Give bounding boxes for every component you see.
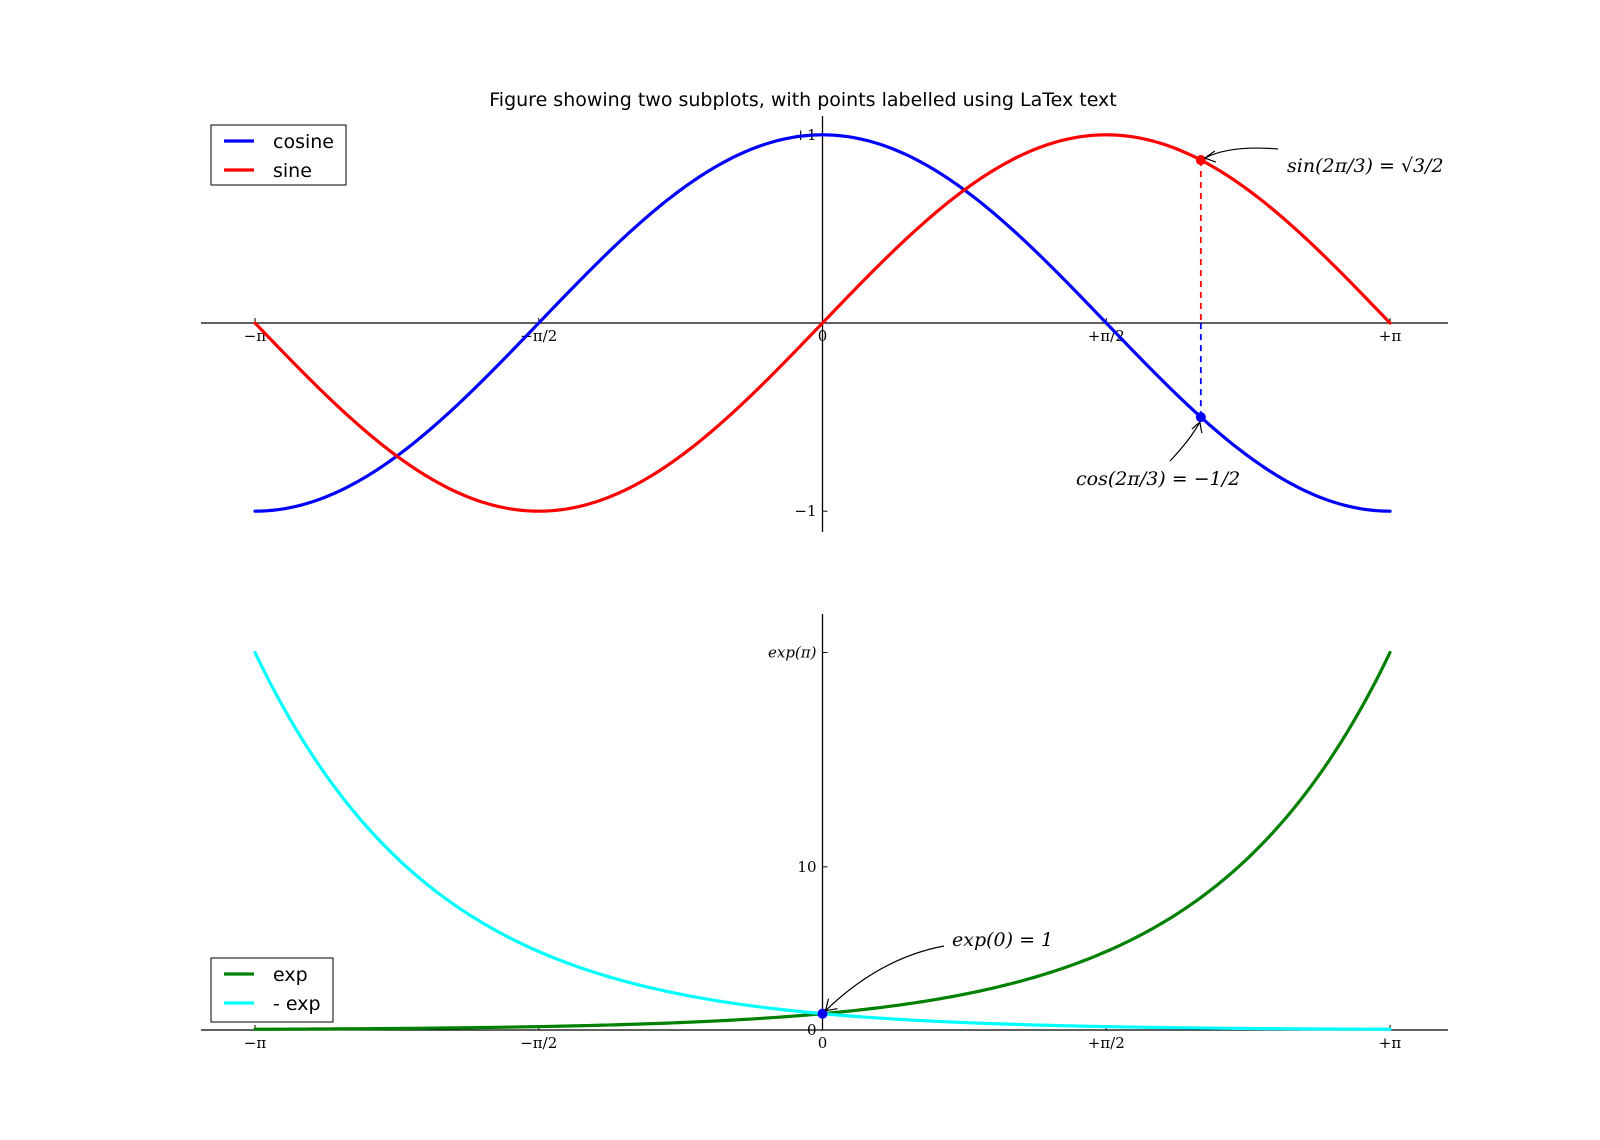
x-tick-label: +π bbox=[1379, 1034, 1402, 1052]
exp-arrowhead bbox=[824, 998, 838, 1012]
legend-label: cosine bbox=[273, 131, 334, 153]
cosine-point bbox=[1195, 412, 1206, 423]
exp-annotation-arrow bbox=[825, 945, 945, 1012]
y-tick-label: exp(π) bbox=[768, 643, 817, 661]
y-tick-label: 10 bbox=[797, 858, 816, 876]
x-tick-label: −π bbox=[244, 327, 267, 345]
x-tick-label: −π bbox=[244, 1034, 267, 1052]
sine-arrowhead bbox=[1203, 150, 1217, 163]
exp-annotation-label: exp(0) = 1 bbox=[952, 929, 1053, 951]
legend-label: - exp bbox=[273, 993, 321, 1015]
sine-annotation-label: sin(2π/3) = √3/2 bbox=[1287, 155, 1444, 177]
legend-box bbox=[210, 124, 347, 186]
cosine-arrowhead bbox=[1191, 420, 1203, 434]
bottom-subplot: −π −π/2 0 +π/2 +π 0 10 exp(π) exp(0) = 1 exp - exp bbox=[201, 614, 1448, 1052]
legend: exp - exp bbox=[210, 957, 334, 1023]
cosine-annotation-label: cos(2π/3) = −1/2 bbox=[1076, 468, 1240, 490]
y-tick-label: 0 bbox=[807, 1021, 817, 1039]
x-tick-label: +π/2 bbox=[1088, 1034, 1125, 1052]
sine-annotation-arrow bbox=[1204, 147, 1279, 159]
legend-label: exp bbox=[273, 964, 308, 986]
x-tick-label: 0 bbox=[818, 327, 828, 345]
legend-box bbox=[210, 957, 334, 1023]
sine-point bbox=[1195, 155, 1206, 166]
x-tick-label: −π/2 bbox=[520, 1034, 557, 1052]
figure-title: Figure showing two subplots, with points… bbox=[489, 89, 1117, 111]
x-tick-label: +π bbox=[1379, 327, 1402, 345]
y-tick-label: −1 bbox=[794, 502, 816, 520]
legend-label: sine bbox=[273, 160, 312, 182]
cosine-annotation-arrow bbox=[1169, 421, 1201, 462]
legend: cosine sine bbox=[210, 124, 347, 186]
x-tick-label: 0 bbox=[818, 1034, 828, 1052]
